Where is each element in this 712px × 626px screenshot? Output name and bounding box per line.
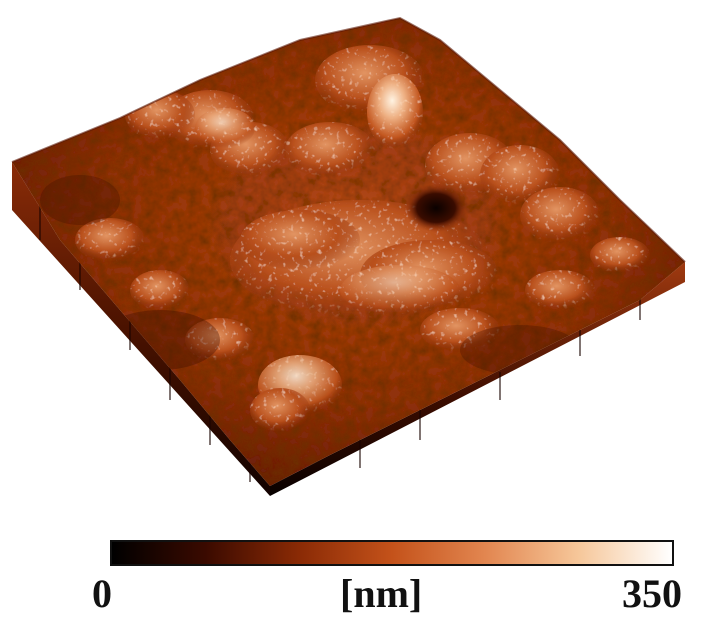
left-side-wall	[12, 162, 270, 496]
colorbar-max-label: 350	[622, 571, 682, 616]
right-side-wall	[270, 262, 685, 496]
colorbar-unit-label: [nm]	[340, 571, 423, 616]
afm-3d-surface-image	[11, 16, 686, 496]
colorbar-min-label: 0	[92, 571, 112, 616]
height-colorbar	[110, 540, 674, 566]
